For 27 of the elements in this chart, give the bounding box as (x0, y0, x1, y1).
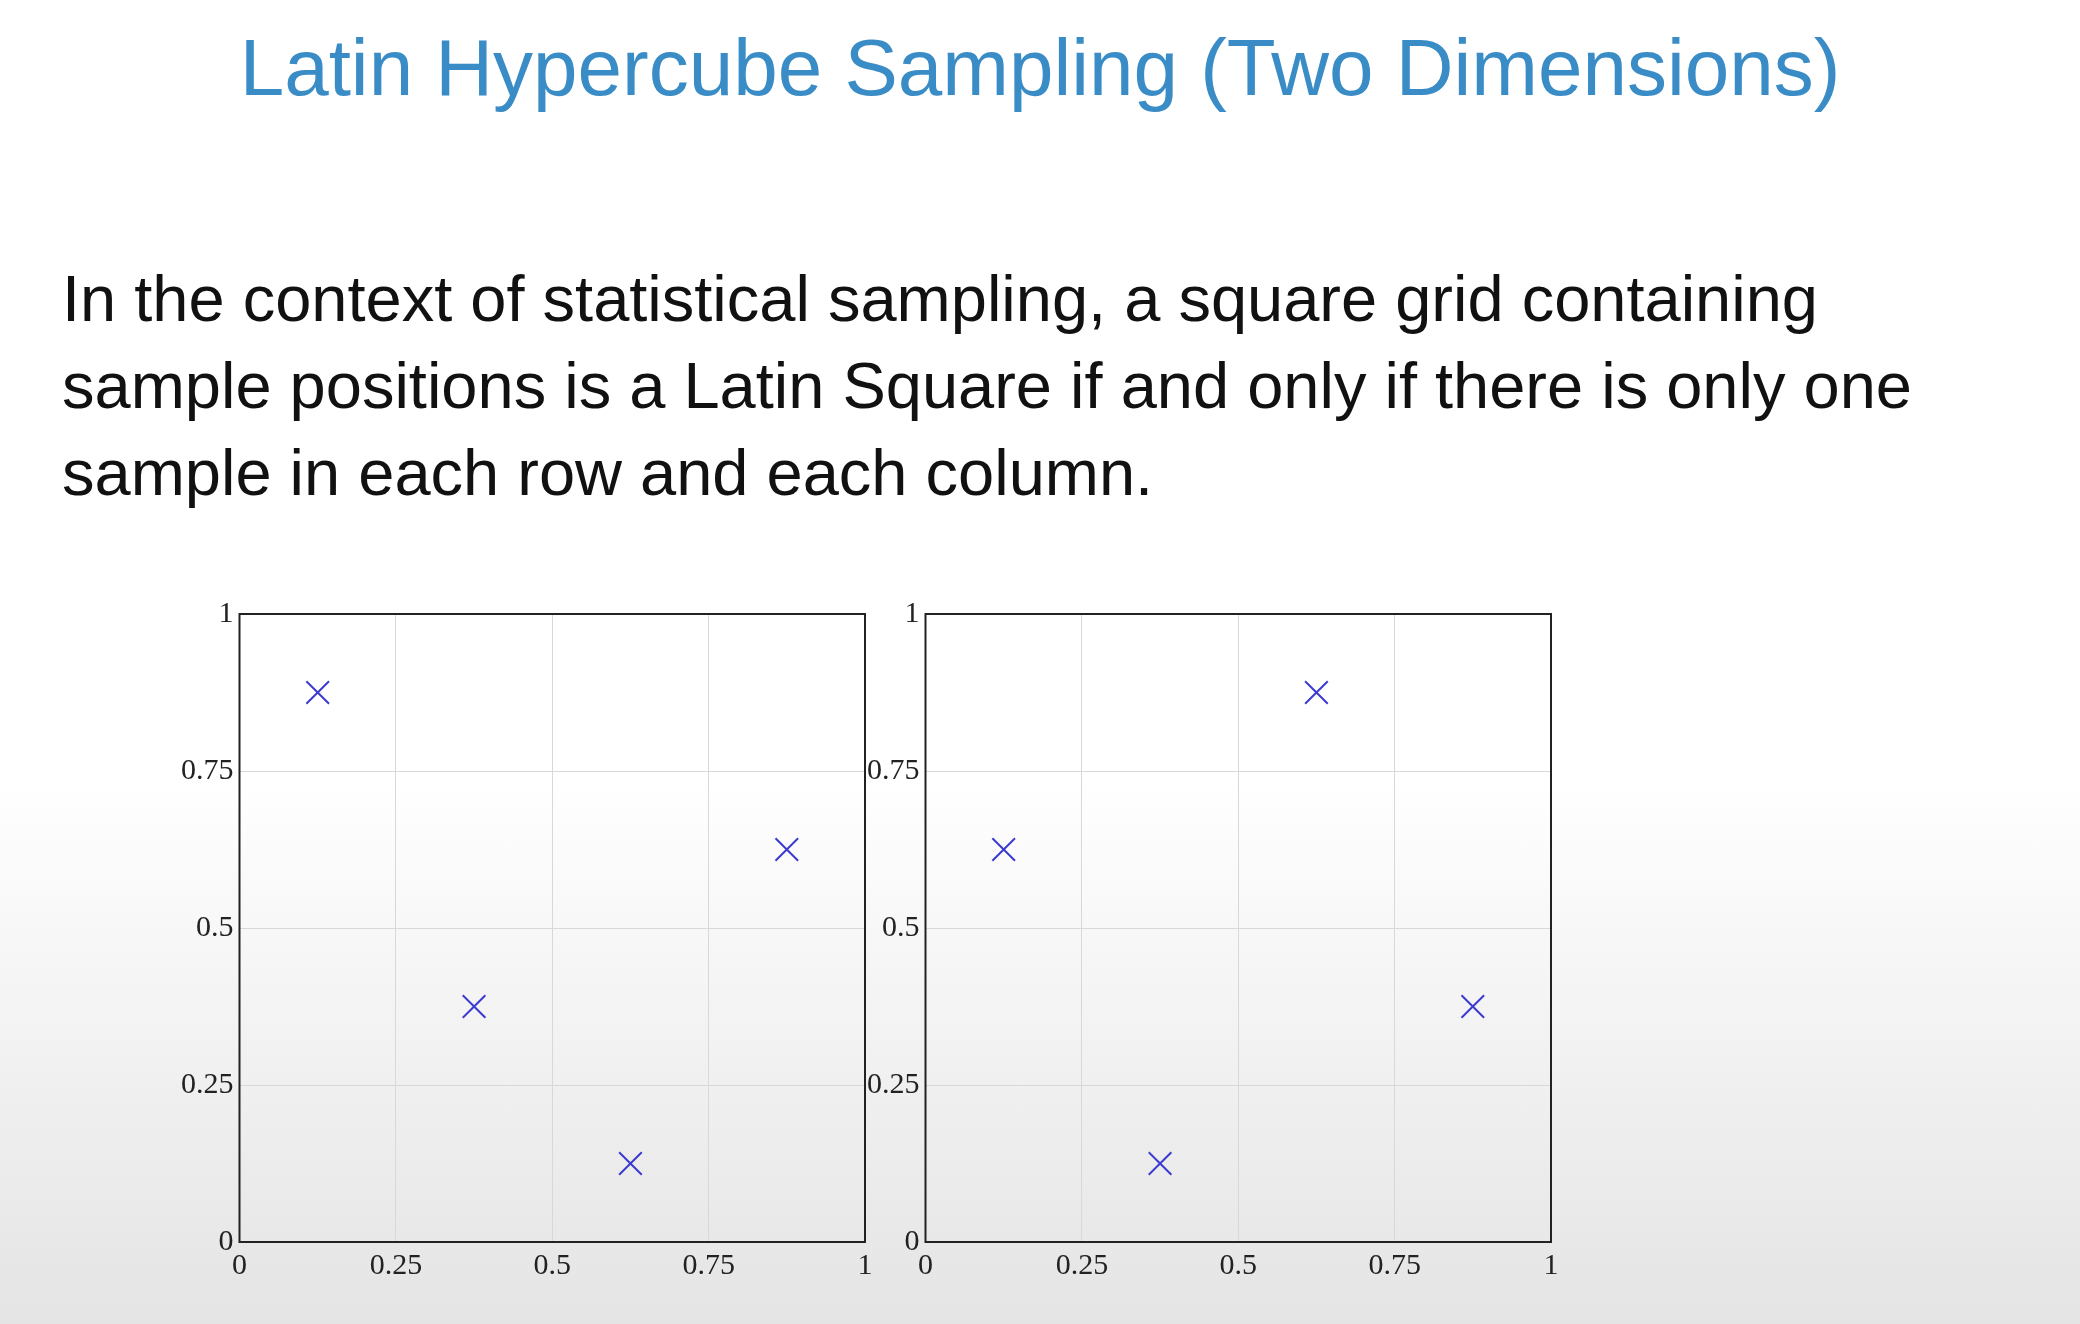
y-tick-label: 0 (904, 1222, 920, 1256)
point (461, 994, 487, 1019)
point (1147, 1151, 1173, 1176)
point (618, 1151, 643, 1176)
x-tick-label: 0.75 (682, 1246, 735, 1280)
x-tick-label: 0.75 (1368, 1246, 1421, 1280)
point (1460, 994, 1486, 1019)
y-tick-label: 0.5 (196, 908, 234, 942)
y-tick-label: 0.25 (181, 1065, 234, 1099)
y-tick-label: 1 (218, 594, 234, 628)
x-tick-label: 0.25 (369, 1246, 423, 1280)
point (991, 837, 1016, 862)
y-tick-label: 0.75 (181, 751, 234, 785)
x-tick-label: 0.5 (1219, 1246, 1257, 1280)
y-tick-label: 1 (904, 594, 920, 628)
point (305, 680, 330, 705)
y-tick-label: 0 (218, 1222, 234, 1256)
text: Latin Hypercube Sampling (Two Dimensions) (238, 22, 1842, 114)
y-tick-label: 0.25 (867, 1065, 920, 1099)
x-tick-label: 0.5 (533, 1246, 571, 1280)
text: In the context of statistical sampling, a square grid containing sample positions is a Latin Square if and only if there is only one sample in each row and each column. (62, 261, 1913, 511)
x-tick-label: 0.25 (1055, 1246, 1109, 1280)
y-tick-label: 0.5 (882, 908, 920, 942)
point (774, 837, 800, 862)
x-tick-label: 1 (1543, 1246, 1559, 1280)
point (1304, 680, 1329, 705)
y-tick-label: 0.75 (867, 751, 920, 785)
